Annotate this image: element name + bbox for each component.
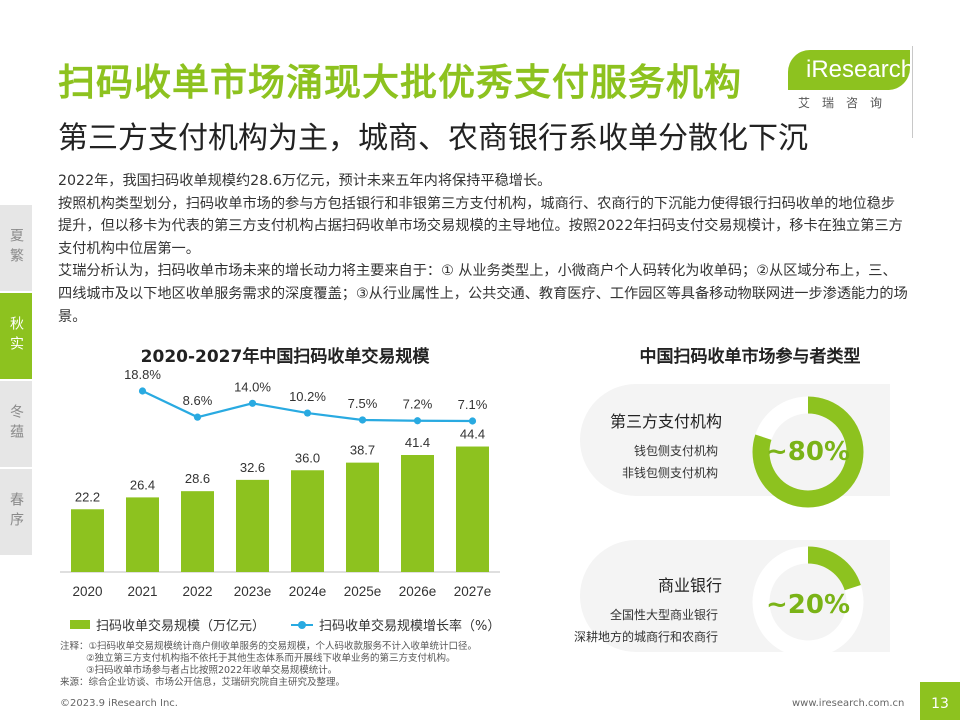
growth-point — [413, 417, 422, 425]
share-label-third-party: ~80% — [765, 437, 851, 467]
group-item: 非钱包侧支付机构 — [621, 466, 718, 480]
share-label-bank: ~20% — [765, 590, 851, 620]
x-tick-label: 2025e — [344, 584, 382, 599]
donut-share-arc — [752, 396, 864, 508]
bar — [71, 509, 104, 572]
logo-brand: iResearch — [806, 56, 915, 83]
side-tab-autumn[interactable]: 秋实 — [0, 293, 32, 379]
bar-value-label: 22.2 — [75, 489, 100, 504]
bar — [401, 455, 434, 572]
x-tick-label: 2023e — [234, 584, 272, 599]
note-3: ③扫码收单市场参与者占比按照2022年收单交易规模统计。 — [86, 665, 338, 676]
group-third-party: 第三方支付机构 钱包侧支付机构 非钱包侧支付机构 — [580, 384, 890, 496]
growth-point — [248, 399, 257, 407]
legend-bar-label: 扫码收单交易规模（万亿元） — [96, 619, 266, 634]
body-text: 2022年，我国扫码收单规模约28.6万亿元，预计未来五年内将保持平稳增长。 按… — [58, 170, 908, 328]
x-tick-label: 2026e — [399, 584, 437, 599]
bar-value-label: 41.4 — [405, 435, 430, 450]
x-tick-label: 2021 — [127, 584, 157, 599]
growth-value-label: 14.0% — [234, 379, 271, 394]
bar-value-label: 28.6 — [185, 471, 210, 486]
bar — [126, 497, 159, 572]
note-1: 注释：①扫码收单交易规模统计商户侧收单服务的交易规模，个人码收款服务不计入收单统… — [60, 641, 478, 652]
bar — [291, 470, 324, 572]
legend-line-swatch — [291, 620, 314, 629]
side-tabs: 夏繁 秋实 冬蕴 春序 — [0, 205, 32, 557]
side-tab-winter[interactable]: 冬蕴 — [0, 381, 32, 467]
x-tick-label: 2027e — [454, 584, 492, 599]
group-item: 钱包侧支付机构 — [633, 444, 718, 458]
bar — [181, 491, 214, 572]
bar — [236, 479, 269, 572]
page-number: 13 — [920, 682, 960, 720]
donut-share-arc — [752, 546, 864, 658]
bar-value-label: 36.0 — [295, 450, 320, 465]
x-tick-label: 2020 — [72, 584, 102, 599]
group-item: 全国性大型商业银行 — [609, 608, 718, 622]
paragraph-1: 2022年，我国扫码收单规模约28.6万亿元，预计未来五年内将保持平稳增长。 — [58, 173, 552, 189]
paragraph-2: 按照机构类型划分，扫码收单市场的参与方包括银行和非银第三方支付机构，城商行、农商… — [58, 195, 903, 257]
growth-value-label: 18.8% — [124, 367, 161, 382]
logo-badge — [788, 50, 910, 90]
growth-value-label: 7.2% — [403, 397, 433, 412]
x-tick-label: 2024e — [289, 584, 327, 599]
bar-value-label: 44.4 — [460, 427, 485, 442]
site-url[interactable]: www.iresearch.com.cn — [792, 698, 905, 709]
side-tab-summer[interactable]: 夏繁 — [0, 205, 32, 291]
growth-point — [468, 417, 477, 425]
legend-bar-swatch — [70, 620, 90, 629]
source-note: 来源：综合企业访谈、市场公开信息，艾瑞研究院自主研究及整理。 — [60, 677, 346, 688]
page-subtitle: 第三方支付机构为主，城商、农商银行系收单分散化下沉 — [58, 121, 808, 156]
bar-value-label: 38.7 — [350, 443, 375, 458]
transaction-scale-chart: 22.2 2020 26.4 2021 28.6 2022 32.6 2023e 36.0 202… — [60, 367, 500, 599]
share-donut-third-party — [752, 396, 864, 508]
note-2: ②独立第三方支付机构指不依托于其他生态体系而开展线下收单业务的第三方支付机构。 — [86, 653, 456, 664]
header-divider — [912, 46, 913, 138]
page-title: 扫码收单市场涌现大批优秀支付服务机构 — [58, 61, 742, 104]
group-item: 深耕地方的城商行和农商行 — [573, 630, 718, 644]
group-name: 第三方支付机构 — [609, 412, 722, 431]
footnotes: 注释：①扫码收单交易规模统计商户侧收单服务的交易规模，个人码收款服务不计入收单统… — [60, 641, 620, 689]
growth-point — [138, 387, 147, 395]
growth-point — [193, 413, 202, 421]
share-donut-bank — [752, 546, 864, 658]
legend-line-label: 扫码收单交易规模增长率（%） — [319, 619, 501, 634]
logo-subtitle: 艾瑞咨询 — [798, 96, 895, 110]
growth-point — [303, 409, 312, 417]
growth-value-label: 8.6% — [183, 393, 213, 408]
bar — [346, 462, 379, 572]
group-name: 商业银行 — [657, 576, 722, 595]
growth-value-label: 7.1% — [458, 397, 488, 412]
chart-title: 2020-2027年中国扫码收单交易规模 — [140, 347, 430, 367]
bar-value-label: 32.6 — [240, 460, 265, 475]
bar-value-label: 26.4 — [130, 477, 155, 492]
participants-title: 中国扫码收单市场参与者类型 — [639, 347, 861, 367]
bar — [456, 446, 489, 572]
iresearch-logo: iResearch 艾瑞咨询 — [788, 50, 914, 110]
growth-value-label: 10.2% — [289, 389, 326, 404]
paragraph-3: 艾瑞分析认为，扫码收单市场未来的增长动力将主要来自于：① 从业务类型上，小微商户… — [58, 263, 908, 325]
x-tick-label: 2022 — [182, 584, 212, 599]
growth-point — [358, 416, 367, 424]
side-tab-spring[interactable]: 春序 — [0, 469, 32, 555]
growth-value-label: 7.5% — [348, 396, 378, 411]
copyright: ©2023.9 iResearch Inc. — [60, 698, 178, 709]
chart-legend: 扫码收单交易规模（万亿元） 扫码收单交易规模增长率（%） — [70, 615, 500, 634]
